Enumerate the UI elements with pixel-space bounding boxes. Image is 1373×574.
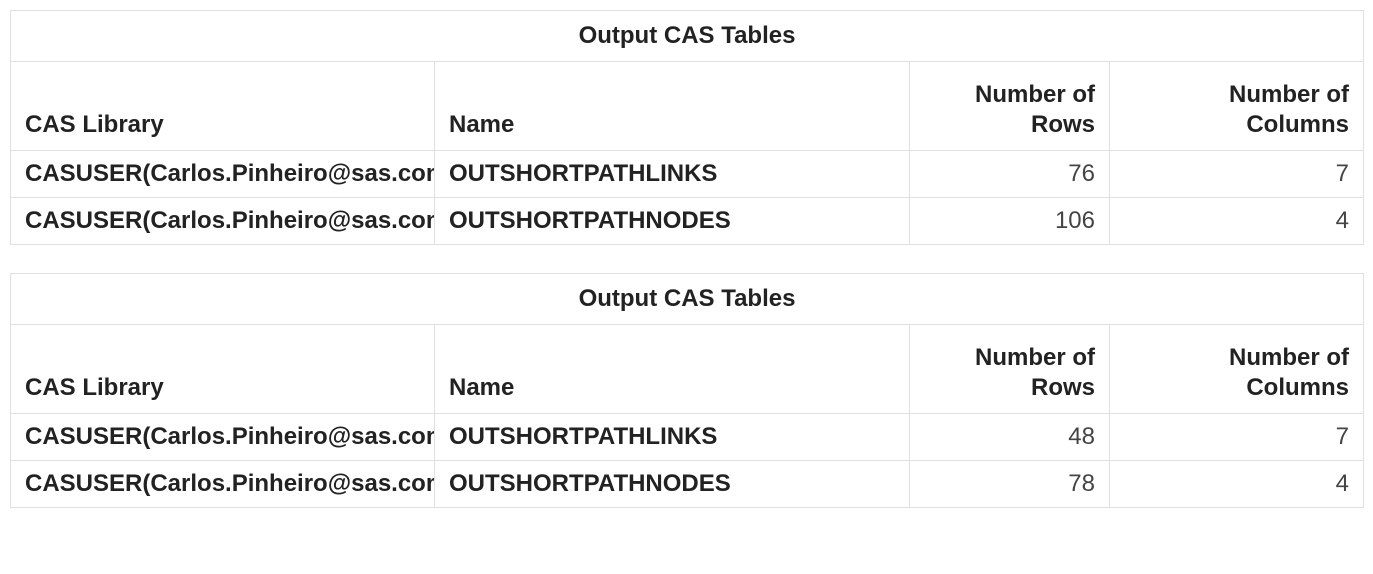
col-header-rows: Number of Rows: [910, 62, 1110, 151]
cell-cols: 4: [1110, 198, 1364, 245]
col-header-cas-library: CAS Library: [11, 62, 435, 151]
cell-name: OUTSHORTPATHLINKS: [435, 414, 910, 461]
cell-rows: 48: [910, 414, 1110, 461]
table-title: Output CAS Tables: [11, 11, 1364, 62]
cell-cols: 4: [1110, 461, 1364, 508]
table-row: CASUSER(Carlos.Pinheiro@sas.com) OUTSHOR…: [11, 461, 1364, 508]
col-header-name: Name: [435, 62, 910, 151]
cell-rows: 76: [910, 151, 1110, 198]
col-header-cols: Number of Columns: [1110, 62, 1364, 151]
col-header-cas-library: CAS Library: [11, 325, 435, 414]
cell-rows: 106: [910, 198, 1110, 245]
table-row: CASUSER(Carlos.Pinheiro@sas.com) OUTSHOR…: [11, 198, 1364, 245]
output-cas-tables-1: Output CAS Tables CAS Library Name Numbe…: [10, 273, 1364, 508]
table-title: Output CAS Tables: [11, 274, 1364, 325]
output-cas-tables-0: Output CAS Tables CAS Library Name Numbe…: [10, 10, 1364, 245]
cell-cas-library: CASUSER(Carlos.Pinheiro@sas.com): [11, 151, 435, 198]
cell-name: OUTSHORTPATHNODES: [435, 198, 910, 245]
cell-rows: 78: [910, 461, 1110, 508]
cell-cols: 7: [1110, 151, 1364, 198]
table-row: CASUSER(Carlos.Pinheiro@sas.com) OUTSHOR…: [11, 151, 1364, 198]
col-header-rows: Number of Rows: [910, 325, 1110, 414]
cell-cas-library: CASUSER(Carlos.Pinheiro@sas.com): [11, 198, 435, 245]
cell-cols: 7: [1110, 414, 1364, 461]
col-header-cols: Number of Columns: [1110, 325, 1364, 414]
cell-cas-library: CASUSER(Carlos.Pinheiro@sas.com): [11, 461, 435, 508]
col-header-name: Name: [435, 325, 910, 414]
cell-name: OUTSHORTPATHLINKS: [435, 151, 910, 198]
table-row: CASUSER(Carlos.Pinheiro@sas.com) OUTSHOR…: [11, 414, 1364, 461]
cell-cas-library: CASUSER(Carlos.Pinheiro@sas.com): [11, 414, 435, 461]
cell-name: OUTSHORTPATHNODES: [435, 461, 910, 508]
